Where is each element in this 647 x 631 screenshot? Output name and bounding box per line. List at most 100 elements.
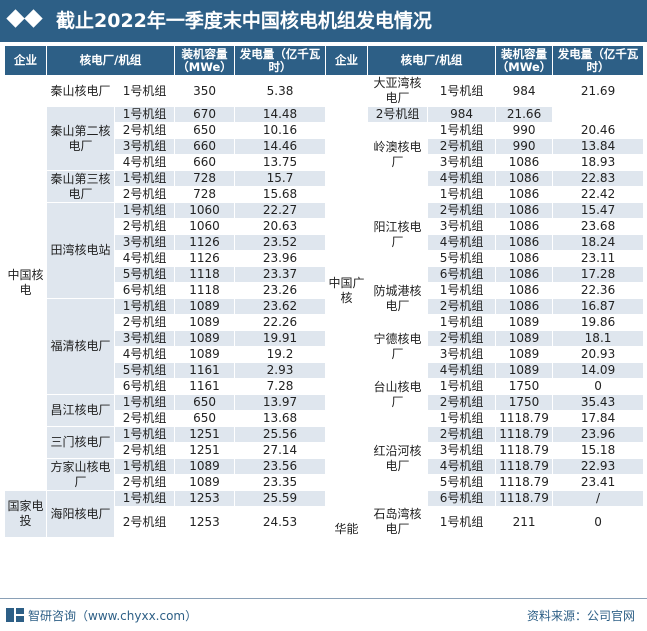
unit-cell: 1号机组: [427, 186, 497, 203]
plant-cell: 台山核电厂: [367, 378, 429, 411]
capacity-cell: 1118.79: [495, 490, 554, 507]
generation-cell: 23.52: [234, 234, 327, 251]
unit-cell: 1号机组: [113, 202, 176, 219]
generation-cell: 22.26: [234, 314, 327, 331]
company-cell: 中国广核: [325, 75, 369, 507]
unit-cell: 1号机组: [427, 122, 497, 139]
generation-cell: 22.93: [552, 458, 645, 475]
generation-cell: 22.36: [552, 282, 645, 299]
plant-cell: 秦山第二核电厂: [46, 106, 115, 171]
capacity-cell: 990: [495, 122, 554, 139]
capacity-cell: 1118.79: [495, 474, 554, 491]
generation-cell: 23.96: [552, 426, 645, 443]
table-row: 5号机组 1161 2.93 4号机组 1089 14.09: [4, 362, 645, 379]
capacity-cell: 1060: [174, 202, 236, 219]
generation-cell: 20.63: [234, 218, 327, 235]
unit-cell: 5号机组: [427, 474, 497, 491]
unit-cell: 2号机组: [113, 314, 176, 331]
capacity-cell: 1060: [174, 218, 236, 235]
capacity-cell: 1089: [174, 314, 236, 331]
title-bar: 截止2022年一季度末中国核电机组发电情况: [0, 0, 647, 42]
capacity-cell: 650: [174, 410, 236, 427]
generation-cell: 23.41: [552, 474, 645, 491]
unit-cell: 1号机组: [113, 170, 176, 187]
table-row: 2号机组 650 10.16 岭澳核电厂 1号机组 990 20.46: [4, 122, 645, 187]
capacity-cell: 1118: [174, 266, 236, 283]
capacity-cell: 1086: [495, 298, 554, 315]
capacity-cell: 1086: [495, 154, 554, 171]
unit-cell: 4号机组: [113, 250, 176, 267]
unit-cell: 3号机组: [427, 218, 497, 235]
generation-cell: 23.62: [234, 298, 327, 315]
generation-cell: 19.91: [234, 330, 327, 347]
generation-cell: 23.26: [234, 282, 327, 299]
capacity-cell: 211: [495, 506, 554, 538]
company-cell: 国家电投: [4, 490, 47, 538]
capacity-cell: 1118.79: [495, 458, 554, 475]
table-row: 5号机组 1118 23.37 6号机组 1086 17.28: [4, 266, 645, 283]
diamond-icon: [6, 9, 25, 28]
unit-cell: 2号机组: [113, 474, 176, 491]
unit-cell: 1号机组: [427, 506, 497, 538]
capacity-cell: 1253: [174, 490, 236, 507]
capacity-cell: 1251: [174, 442, 236, 459]
table-row: 田湾核电站 1号机组 1060 22.27 2号机组 1086 15.47: [4, 202, 645, 299]
capacity-cell: 660: [174, 154, 236, 171]
unit-cell: 1号机组: [427, 314, 497, 331]
company-cell: 华能: [325, 506, 369, 538]
plant-cell: 阳江核电厂: [367, 186, 429, 283]
brand-logo-icon: [6, 608, 24, 622]
table-row: 国家电投 海阳核电厂 1号机组 1253 25.59 6号机组 1118.79 …: [4, 490, 645, 538]
capacity-cell: 1118.79: [495, 442, 554, 459]
generation-cell: 18.93: [552, 154, 645, 171]
generation-cell: 22.42: [552, 186, 645, 203]
unit-cell: 1号机组: [113, 298, 176, 315]
capacity-cell: 1750: [495, 378, 554, 395]
capacity-cell: 1126: [174, 234, 236, 251]
unit-cell: 5号机组: [427, 250, 497, 267]
generation-cell: 19.86: [552, 314, 645, 331]
capacity-cell: 1089: [174, 458, 236, 475]
table-row: 2号机组 1060 20.63 3号机组 1086 23.68: [4, 218, 645, 235]
capacity-cell: 1253: [174, 506, 236, 538]
brand-text: 智研咨询（www.chyxx.com）: [28, 609, 198, 623]
unit-cell: 1号机组: [113, 490, 176, 507]
plant-cell: 方家山核电厂: [46, 458, 115, 491]
capacity-cell: 990: [495, 138, 554, 155]
unit-cell: 1号机组: [427, 378, 497, 395]
table-row: 3号机组 1089 19.91 2号机组 1089 18.1: [4, 330, 645, 347]
header-generation: 发电量（亿千瓦时）: [552, 45, 645, 76]
unit-cell: 2号机组: [427, 138, 497, 155]
table-row: 秦山第三核电厂 1号机组 728 15.7 4号机组 1086 22.83: [4, 170, 645, 203]
unit-cell: 6号机组: [427, 490, 497, 507]
plant-cell: 三门核电厂: [46, 426, 115, 459]
generation-cell: 21.66: [495, 106, 554, 123]
generation-cell: 14.48: [234, 106, 327, 123]
capacity-cell: 1161: [174, 378, 236, 395]
footer: 智研咨询（www.chyxx.com） 资料来源：公司官网: [0, 598, 647, 631]
unit-cell: 3号机组: [113, 234, 176, 251]
capacity-cell: 1161: [174, 362, 236, 379]
plant-cell: 昌江核电厂: [46, 394, 115, 427]
capacity-cell: 1126: [174, 250, 236, 267]
generation-cell: 15.68: [234, 186, 327, 203]
plant-cell: 防城港核电厂: [367, 282, 429, 315]
unit-cell: 6号机组: [427, 266, 497, 283]
unit-cell: 2号机组: [113, 410, 176, 427]
capacity-cell: 1086: [495, 202, 554, 219]
unit-cell: 1号机组: [427, 410, 497, 427]
plant-cell: 田湾核电站: [46, 202, 115, 299]
table-row: 中国核电 秦山核电厂 1号机组 350 5.38 中国广核 大亚湾核电厂 1号机…: [4, 75, 645, 507]
generation-cell: 21.69: [552, 75, 645, 107]
capacity-cell: 1089: [174, 330, 236, 347]
unit-cell: 4号机组: [427, 234, 497, 251]
generation-cell: 24.53: [234, 506, 327, 538]
unit-cell: 2号机组: [427, 298, 497, 315]
header-capacity: 装机容量（MWe）: [174, 45, 236, 76]
generation-cell: 23.11: [552, 250, 645, 267]
unit-cell: 4号机组: [113, 346, 176, 363]
generation-cell: 18.24: [552, 234, 645, 251]
generation-cell: 10.16: [234, 122, 327, 139]
capacity-cell: 1251: [174, 426, 236, 443]
header-row: 企业 核电厂/机组 装机容量（MWe） 发电量（亿千瓦时） 企业 核电厂/机组 …: [4, 45, 645, 76]
